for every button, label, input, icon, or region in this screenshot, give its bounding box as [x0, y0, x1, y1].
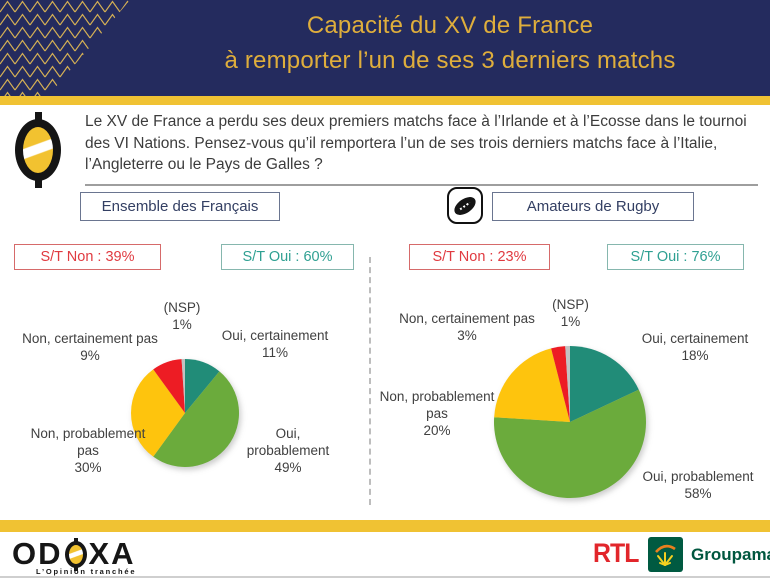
- pie-label-oui-probablement-ensemble: Oui, probablement 49%: [246, 426, 330, 475]
- pie-label-oui-probablement-amateurs: Oui, probablement 58%: [642, 469, 754, 501]
- pie-slice: [494, 389, 646, 498]
- odoxa-logo-od: OD: [12, 536, 63, 571]
- group-box-amateurs: Amateurs de Rugby: [492, 192, 694, 221]
- odoxa-logo-xa: XA: [88, 536, 136, 571]
- groupama-sprig-icon: [655, 544, 676, 566]
- rtl-logo: RTL: [593, 538, 639, 568]
- page-title-line2: à remporter l’un de ses 3 derniers match…: [224, 47, 676, 74]
- pie-label-non-probablement-ensemble: Non, probablement pas 30%: [30, 426, 146, 475]
- pie-slice: [494, 348, 570, 422]
- pie-slice: [130, 369, 185, 457]
- pie-label-non-certainement-amateurs: Non, certainement pas 3%: [399, 311, 535, 343]
- pie-chart-ensemble: [130, 359, 240, 468]
- group-box-ensemble: Ensemble des Français: [80, 192, 280, 221]
- chevron-pattern-decoration: [0, 0, 130, 96]
- pie-slice: [570, 346, 639, 422]
- footer-divider-bar: [0, 520, 770, 532]
- st-non-badge-ensemble: S/T Non : 39%: [14, 244, 161, 270]
- odoxa-logo-o-icon: [64, 537, 87, 571]
- vertical-dashed-divider: [369, 257, 371, 505]
- pie-label-oui-certainement-ensemble: Oui, certainement 11%: [221, 328, 329, 360]
- page-title: Capacité du XV de France à remporter l’u…: [140, 8, 760, 78]
- question-underline: [85, 184, 758, 186]
- group-label-ensemble: Ensemble des Français: [101, 198, 259, 215]
- st-oui-badge-ensemble: S/T Oui : 60%: [221, 244, 354, 270]
- st-oui-badge-amateurs: S/T Oui : 76%: [607, 244, 744, 270]
- pie-slice: [181, 359, 185, 413]
- odoxa-o-icon: [15, 112, 61, 188]
- st-non-badge-amateurs: S/T Non : 23%: [409, 244, 550, 270]
- odoxa-logo: OD XA: [12, 536, 136, 572]
- pie-slice: [565, 346, 570, 422]
- odoxa-tagline: L’Opinion tranchée: [36, 567, 137, 576]
- groupama-logo-text: Groupama: [691, 545, 770, 564]
- header-divider-bar: [0, 96, 770, 105]
- pie-slice: [153, 359, 185, 413]
- survey-question-text: Le XV de France a perdu ses deux premier…: [85, 113, 747, 173]
- pie-slice: [551, 346, 570, 422]
- group-label-amateurs: Amateurs de Rugby: [526, 198, 660, 215]
- bottom-hairline: [0, 576, 770, 578]
- pie-chart-amateurs: [494, 346, 646, 498]
- pie-label-nsp-amateurs: (NSP) 1%: [552, 297, 589, 329]
- pie-label-non-certainement-ensemble: Non, certainement pas 9%: [22, 331, 158, 363]
- pie-label-non-probablement-amateurs: Non, probablement pas 20%: [379, 389, 495, 438]
- rugby-ball-icon: [447, 187, 483, 224]
- pie-slice: [185, 359, 220, 413]
- pie-label-oui-certainement-amateurs: Oui, certainement 18%: [641, 331, 749, 363]
- page-title-line1: Capacité du XV de France: [306, 12, 594, 39]
- groupama-logo-icon: [648, 537, 683, 572]
- pie-slice: [153, 371, 240, 468]
- rugby-ball-shape: [451, 192, 479, 219]
- pie-label-nsp-ensemble: (NSP) 1%: [163, 300, 201, 332]
- header-banner: Capacité du XV de France à remporter l’u…: [0, 0, 770, 96]
